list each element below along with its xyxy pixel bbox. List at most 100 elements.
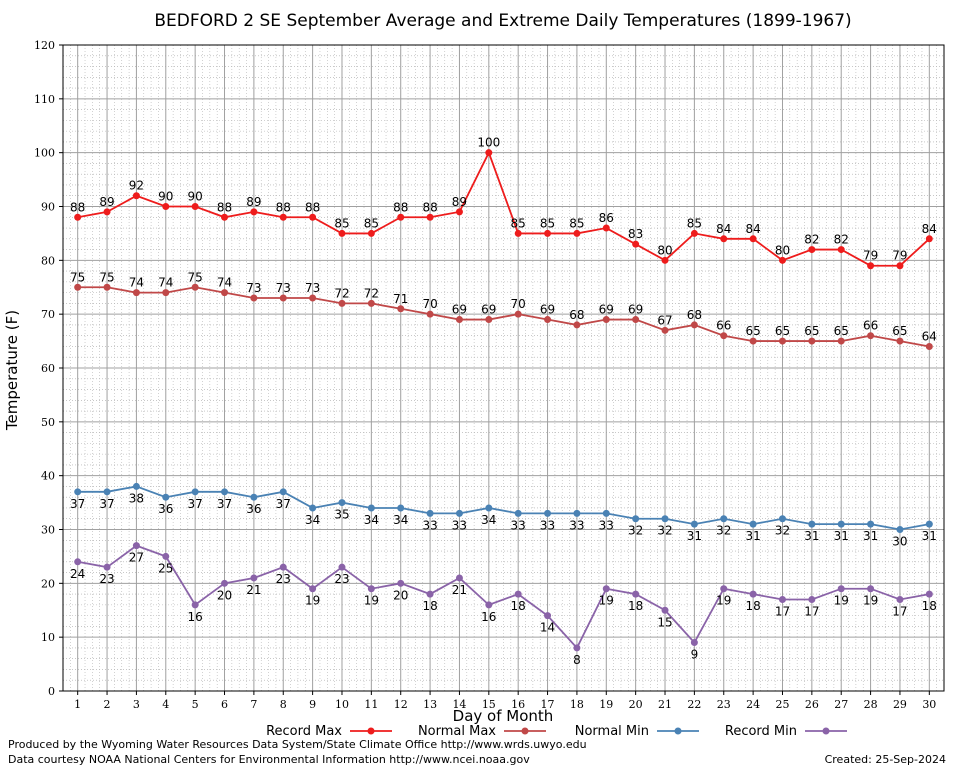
x-tick-label: 12	[394, 698, 408, 711]
data-point	[808, 520, 816, 528]
data-point	[397, 579, 405, 587]
legend-item: Normal Min	[575, 724, 699, 739]
data-label: 79	[863, 249, 878, 263]
data-point	[74, 283, 82, 291]
data-label: 75	[188, 270, 203, 284]
data-label: 65	[804, 324, 819, 338]
y-tick-label: 70	[41, 308, 55, 321]
data-label: 88	[422, 200, 437, 214]
data-point	[426, 310, 434, 318]
data-point	[338, 299, 346, 307]
data-label: 73	[276, 281, 291, 295]
x-tick-label: 25	[775, 698, 789, 711]
x-tick-label: 3	[133, 698, 140, 711]
data-point	[514, 509, 522, 517]
data-point	[250, 294, 258, 302]
data-point	[191, 203, 199, 210]
data-point	[279, 294, 287, 302]
data-point	[867, 332, 875, 340]
series-normal-min: 37 37 38 36 37 37 36 37 34 35 34 34 33 33 34 33 33 33 33 32…	[70, 482, 937, 549]
data-point	[896, 595, 904, 603]
data-point	[602, 224, 610, 232]
data-label: 74	[129, 276, 144, 290]
y-tick-label: 110	[34, 93, 55, 106]
data-point	[367, 504, 375, 512]
data-point	[74, 558, 82, 566]
data-point	[778, 256, 786, 264]
footer-data-courtesy: Data courtesy NOAA National Centers for …	[8, 753, 530, 766]
data-label: 71	[393, 292, 408, 306]
legend-item: Normal Max	[418, 724, 546, 739]
data-label: 20	[217, 588, 232, 602]
data-point	[132, 289, 140, 297]
data-point	[162, 289, 170, 297]
x-tick-label: 19	[599, 698, 613, 711]
data-point	[191, 488, 199, 496]
data-point	[925, 342, 933, 350]
data-label: 83	[628, 227, 643, 241]
y-axis-ticks: 0 10 20 30 40 50 60 70 80 90 100 110 120	[34, 39, 63, 698]
data-point	[455, 316, 463, 324]
data-label: 32	[716, 524, 731, 538]
data-point	[896, 526, 904, 533]
data-point	[632, 240, 640, 248]
data-point	[191, 601, 199, 609]
x-tick-label: 8	[280, 698, 287, 711]
data-label: 20	[393, 588, 408, 602]
data-label: 15	[657, 615, 672, 629]
data-label: 65	[745, 324, 760, 338]
data-label: 72	[334, 286, 349, 300]
x-tick-label: 21	[658, 698, 672, 711]
data-point	[632, 590, 640, 598]
x-tick-label: 18	[570, 698, 584, 711]
data-point	[485, 316, 493, 324]
data-label: 72	[364, 286, 379, 300]
legend-swatch-marker	[367, 727, 375, 735]
y-tick-label: 80	[41, 254, 55, 267]
data-point	[690, 639, 698, 647]
data-label: 34	[305, 513, 320, 527]
data-label: 92	[129, 179, 144, 193]
y-tick-label: 40	[41, 470, 55, 483]
data-point	[808, 337, 816, 345]
data-label: 17	[804, 604, 819, 618]
y-tick-label: 100	[34, 147, 55, 160]
data-label: 30	[892, 535, 907, 549]
data-label: 23	[276, 572, 291, 586]
data-point	[367, 299, 375, 307]
data-point	[837, 585, 845, 593]
data-label: 34	[364, 513, 379, 527]
data-point	[485, 149, 493, 157]
data-label: 74	[158, 276, 173, 290]
data-label: 69	[628, 303, 643, 317]
data-point	[279, 563, 287, 571]
data-point	[778, 515, 786, 523]
data-point	[162, 552, 170, 560]
data-label: 37	[276, 497, 291, 511]
data-point	[514, 229, 522, 237]
data-point	[720, 235, 728, 243]
data-point	[338, 499, 346, 507]
data-point	[103, 488, 111, 496]
data-point	[250, 574, 258, 582]
series-line	[77, 150, 930, 267]
x-axis-ticks: 1 2 3 4 5 6 7 8 9 10 11 12 13 14 15 16 17 18 19 20 21 22 23 24 2…	[74, 691, 936, 711]
data-point	[749, 337, 757, 345]
data-label: 69	[481, 303, 496, 317]
data-label: 88	[305, 200, 320, 214]
y-tick-label: 20	[41, 577, 55, 590]
data-label: 68	[687, 308, 702, 322]
data-label: 23	[99, 572, 114, 586]
x-tick-label: 11	[364, 698, 378, 711]
series-record-max: 88 89 92 90 90 88 89 88 88 85 85 88 88 89 100 85 85 85 86 8…	[70, 136, 937, 270]
x-tick-label: 7	[250, 698, 257, 711]
data-label: 36	[158, 502, 173, 516]
data-point	[397, 213, 405, 221]
y-tick-label: 50	[41, 416, 55, 429]
data-label: 21	[246, 583, 261, 597]
data-label: 69	[599, 303, 614, 317]
data-label: 31	[922, 529, 937, 543]
x-tick-label: 22	[687, 698, 701, 711]
data-label: 9	[691, 648, 699, 662]
